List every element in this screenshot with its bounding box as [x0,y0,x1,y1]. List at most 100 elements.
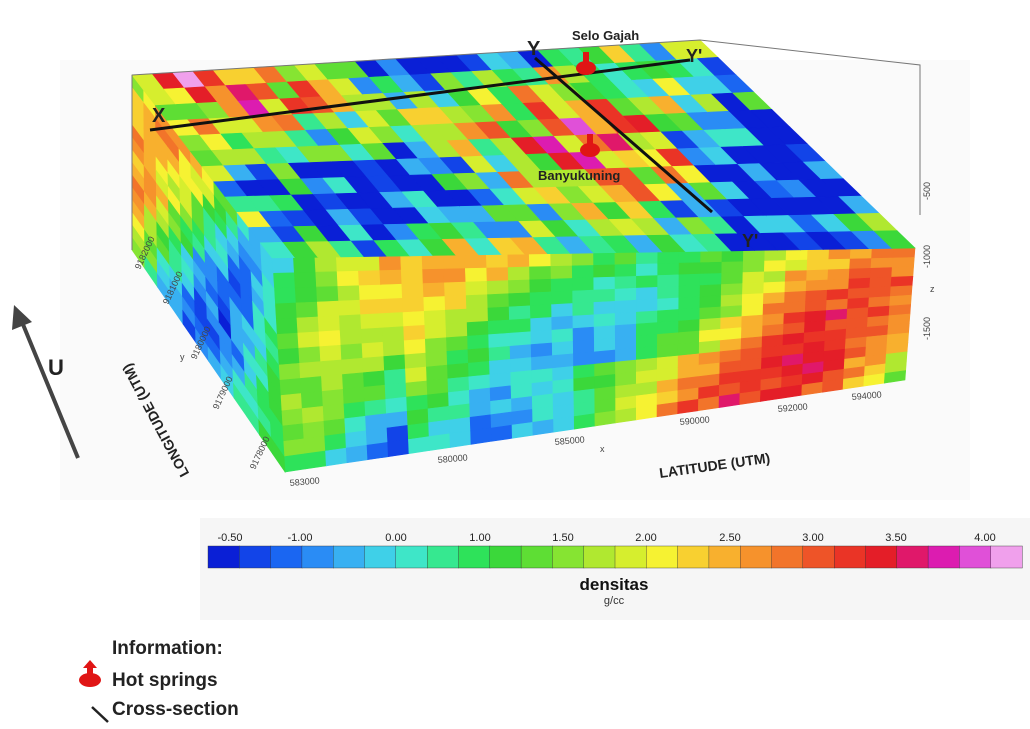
cross-section-y-line [534,56,713,214]
front-cell [511,421,534,439]
front-cell [635,322,658,337]
front-cell [468,360,491,378]
front-cell [720,316,743,330]
front-cell [764,249,787,262]
front-cell [358,284,382,301]
front-cell [272,272,296,289]
front-cell [678,273,701,287]
front-cell [315,271,339,288]
front-cell [366,442,389,461]
front-cell [403,338,427,356]
front-cell [572,314,595,329]
latitude-tick: 585000 [554,434,585,447]
front-cell [443,268,467,284]
front-cell [298,346,321,364]
front-cell [847,287,871,300]
cross-section-x-line [149,58,691,132]
front-cell [383,354,406,372]
front-cell [593,337,616,353]
front-cell [741,314,764,328]
front-cell [489,372,512,389]
front-cell [293,271,317,289]
colorbar-swatch [614,545,647,569]
front-cell [297,331,321,349]
colorbar-swatch [207,545,240,569]
front-cell [721,272,744,285]
legend-hot-springs: Hot springs [112,670,218,691]
y-axis-letter: y [180,352,185,362]
front-cell [444,281,467,297]
colorbar-tick: 4.00 [974,532,995,544]
front-cell [656,343,679,359]
front-cell [466,320,489,337]
front-cell [828,248,852,260]
front-cell [614,275,637,290]
front-cell [784,280,807,293]
front-cell [593,325,616,340]
front-cell [741,303,764,317]
z-tick: -1000 [922,245,932,268]
colorbar-tick: -0.50 [217,532,242,544]
front-cell [551,303,574,318]
front-cell [573,351,595,367]
front-cell [464,267,488,283]
front-cell [529,266,552,281]
front-cell [572,302,595,317]
front-cell [322,403,346,422]
front-cell [806,269,829,282]
colorbar-unit: g/cc [604,595,625,607]
front-cell [489,359,512,376]
colorbar-tick: 1.00 [469,532,490,544]
front-cell [528,253,552,268]
front-cell [335,256,359,273]
front-cell [468,374,491,391]
front-cell [785,249,809,261]
colorbar-swatch [458,545,491,569]
front-cell [550,265,573,280]
front-cell [296,316,320,334]
front-cell [447,362,470,380]
front-cell [593,300,616,316]
hot-spring-selo-gajah [576,52,596,75]
front-cell [593,264,616,279]
front-cell [402,297,425,313]
label-y-prime-top: Y' [686,46,702,66]
label-x: X [152,105,166,127]
front-cell [700,250,723,264]
front-cell [316,300,340,318]
front-cell [593,313,616,328]
front-cell [361,341,385,359]
colorbar-swatch [677,545,710,569]
front-cell [699,261,723,275]
front-cell [529,304,553,320]
front-cell [490,424,513,442]
front-cell [571,265,595,279]
front-cell [784,270,808,283]
front-cell [445,322,468,339]
colorbar-tick: 3.50 [885,532,906,544]
front-cell [405,380,428,398]
front-cell [280,408,304,427]
front-cell [316,286,339,303]
legend-hot-spring-icon [79,660,101,687]
front-cell [426,378,449,396]
front-cell [304,450,327,470]
front-cell [593,288,616,303]
front-cell [890,275,914,288]
front-cell [784,290,807,304]
label-selo-gajah: Selo Gajah [572,28,639,43]
front-cell [509,344,532,360]
front-cell [847,297,870,310]
front-cell [869,267,893,279]
colorbar-swatch [583,545,616,569]
colorbar-tick: 2.00 [635,532,656,544]
z-tick: -1500 [922,317,932,340]
front-cell [427,392,450,410]
front-cell [404,352,427,370]
front-cell [321,374,344,392]
front-cell [699,273,723,286]
front-cell [428,433,451,451]
top-cell [873,230,916,249]
front-cell [848,267,872,280]
